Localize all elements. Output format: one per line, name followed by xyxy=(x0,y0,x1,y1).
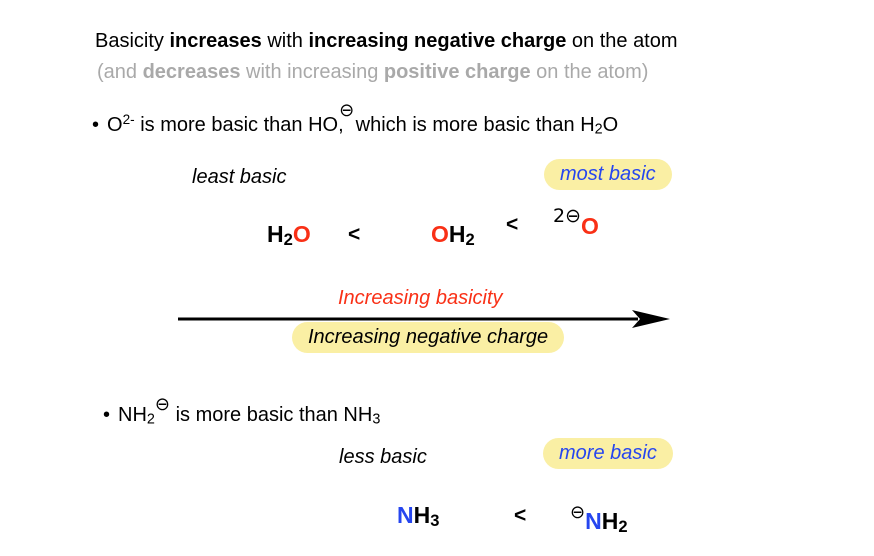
subtitle-text: (and xyxy=(97,61,143,83)
water-sub: 2 xyxy=(594,121,603,138)
formula-amide-anion: ⊖NH2 xyxy=(570,502,628,537)
subtitle-bold-positive-charge: positive charge xyxy=(383,61,531,83)
title-bold-negative-charge: increasing negative charge xyxy=(308,30,567,52)
comma-text: , xyxy=(338,113,344,136)
formula-nh3: NH3 xyxy=(397,502,439,531)
increasing-negative-charge-label: Increasing negative charge xyxy=(292,322,565,353)
title-text: Basicity xyxy=(95,30,170,52)
bullet-nitrogen-text: is more basic than NH xyxy=(170,404,373,426)
minus-charge-icon: ⊖ xyxy=(570,502,586,523)
nh2-h: H xyxy=(601,508,619,534)
title-text: with xyxy=(261,30,309,52)
nh3-sub: 3 xyxy=(430,510,440,530)
amide-sub: 2 xyxy=(146,411,155,428)
least-basic-label: least basic xyxy=(192,166,287,188)
h2o-o: O xyxy=(292,221,311,247)
most-basic-label: most basic xyxy=(544,159,672,190)
minus-charge-icon: ⊖ xyxy=(339,99,355,121)
basicity-arrow xyxy=(178,310,670,328)
oxide-charge-sup: 2- xyxy=(122,112,135,127)
bullet-icon: • xyxy=(103,404,111,426)
bullet-oxygen-text: is more basic than HO xyxy=(134,113,339,136)
less-than-sign-3: < xyxy=(514,504,527,527)
hydroxide-charge-stack: ⊖, xyxy=(338,100,354,137)
oxide-o: O xyxy=(581,213,599,239)
subtitle-text: on the atom) xyxy=(530,61,649,83)
title-text: on the atom xyxy=(566,30,678,52)
h2o-h: H xyxy=(267,221,284,247)
subtitle-bold-decreases: decreases xyxy=(142,61,241,83)
less-than-sign-2: < xyxy=(506,213,519,236)
subtitle-text: with increasing xyxy=(240,61,384,83)
nh2-sub: 2 xyxy=(618,516,628,536)
nh2-n: N xyxy=(585,508,602,534)
bullet-oxygen-statement: • O2- is more basic than HO ⊖, which is mor… xyxy=(92,100,619,138)
oh2-sub: 2 xyxy=(465,229,475,249)
formula-oxide-text: O xyxy=(107,113,123,136)
formula-oxide-anion: 2⊖O xyxy=(553,201,599,239)
h2o-sub: 2 xyxy=(283,229,293,249)
title-bold-increases: increases xyxy=(169,30,262,52)
less-than-sign-1: < xyxy=(348,223,361,246)
increasing-negative-charge-highlight: Increasing negative charge xyxy=(292,322,565,353)
bullet-nitrogen-statement: • NH2⊖ is more basic than NH3 xyxy=(103,394,380,428)
bullet-icon: • xyxy=(92,113,100,136)
more-basic-highlight: more basic xyxy=(543,438,673,469)
bullet-oxygen-text: O xyxy=(602,113,619,136)
oxide-double-minus-charge-icon: 2⊖ xyxy=(553,205,582,227)
oh2-h: H xyxy=(448,221,466,247)
arrow-head-icon xyxy=(632,310,670,328)
bullet-nitrogen-text: NH xyxy=(118,404,147,426)
increasing-basicity-label: Increasing basicity xyxy=(338,287,503,309)
less-basic-label: less basic xyxy=(339,446,427,468)
formula-h2o: H2O xyxy=(267,221,311,250)
oh2-o: O xyxy=(431,221,449,247)
page-subtitle: (and decreases with increasing positive … xyxy=(97,61,648,84)
minus-charge-icon: ⊖ xyxy=(154,394,171,415)
page-title: Basicity increases with increasing negat… xyxy=(95,30,678,53)
formula-oh2: OH2 xyxy=(431,221,475,250)
more-basic-label: more basic xyxy=(543,438,673,469)
bullet-oxygen-text: which is more basic than H xyxy=(355,113,595,136)
nh3-n: N xyxy=(397,502,414,528)
most-basic-highlight: most basic xyxy=(544,159,672,190)
nh3-h: H xyxy=(413,502,431,528)
ammonia-sub: 3 xyxy=(372,411,381,428)
